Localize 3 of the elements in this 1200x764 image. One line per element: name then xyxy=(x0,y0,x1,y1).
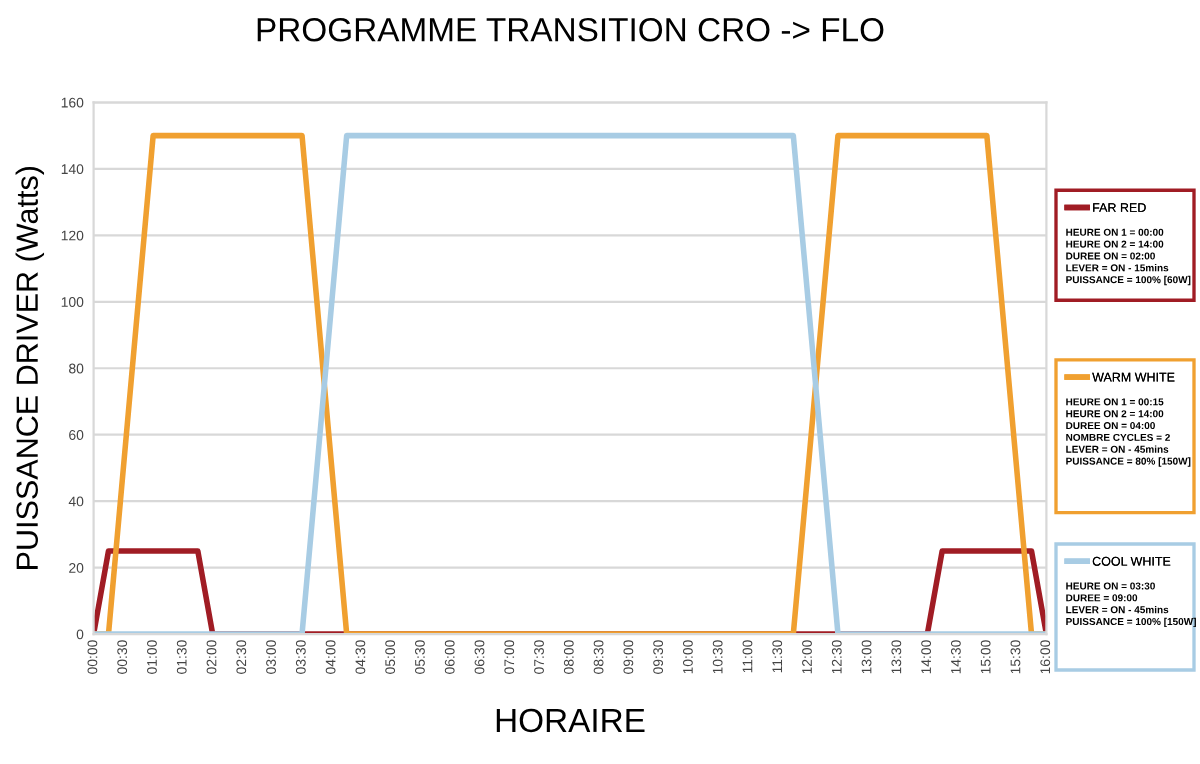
x-axis-title: HORAIRE xyxy=(496,708,645,733)
y-axis-title: PUISSANCE DRIVER (Watts) xyxy=(15,166,45,569)
chart-title: PROGRAMME TRANSITION CRO -> FLO xyxy=(257,17,884,42)
